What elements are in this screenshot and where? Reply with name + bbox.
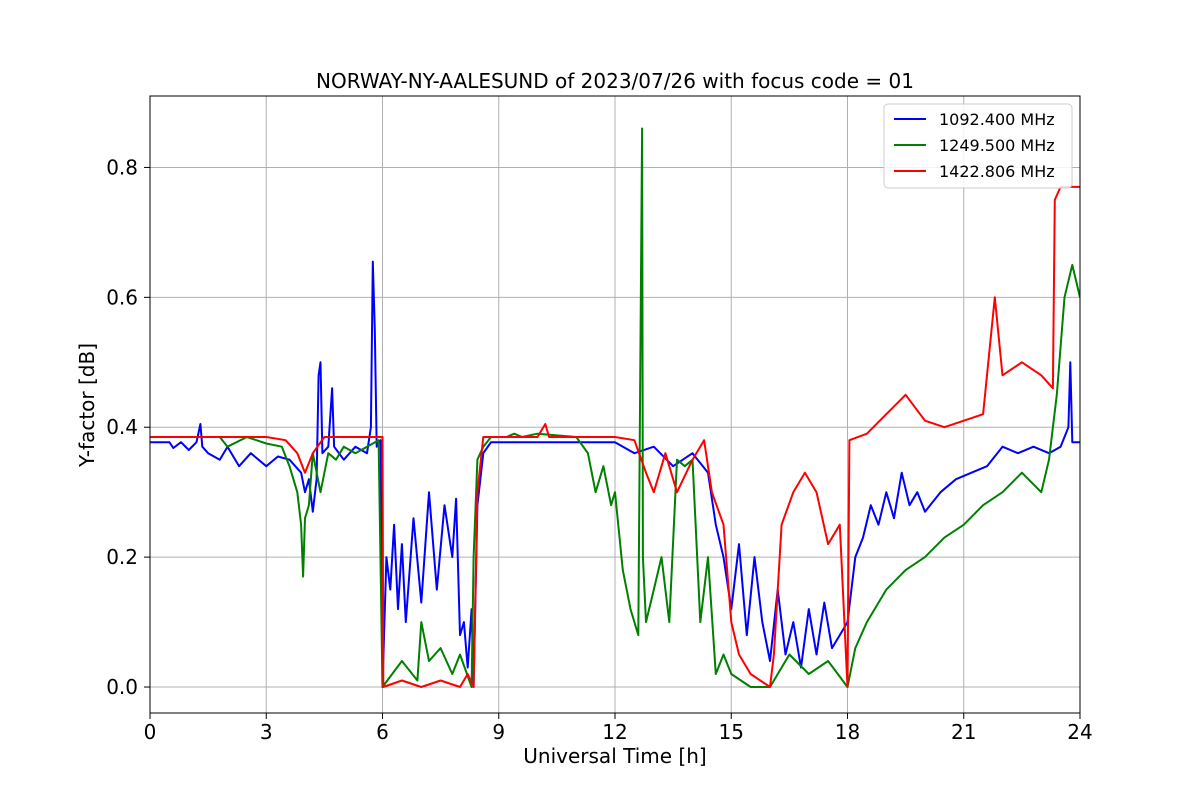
x-tick-label: 12	[602, 720, 627, 744]
y-tick-label: 0.6	[106, 285, 138, 309]
x-tick-label: 6	[376, 720, 389, 744]
x-tick-label: 9	[492, 720, 505, 744]
x-tick-label: 18	[835, 720, 860, 744]
plot-area	[150, 127, 1080, 688]
y-axis-label: Y-factor [dB]	[75, 343, 99, 468]
x-axis-label: Universal Time [h]	[523, 744, 706, 768]
y-axis: 0.0 0.2 0.4 0.6 0.8	[106, 155, 150, 699]
chart-title: NORWAY-NY-AALESUND of 2023/07/26 with fo…	[316, 69, 914, 93]
y-tick-label: 0.8	[106, 155, 138, 179]
legend-label: 1249.500 MHz	[939, 136, 1055, 155]
y-tick-label: 0.2	[106, 545, 138, 569]
legend-label: 1422.806 MHz	[939, 162, 1055, 181]
x-tick-label: 3	[260, 720, 273, 744]
x-tick-label: 15	[719, 720, 744, 744]
y-tick-label: 0.0	[106, 675, 138, 699]
legend-box	[883, 103, 1073, 189]
legend: 1092.400 MHz 1249.500 MHz 1422.806 MHz	[883, 103, 1073, 189]
x-tick-label: 24	[1067, 720, 1092, 744]
legend-label: 1092.400 MHz	[939, 110, 1055, 129]
x-tick-label: 0	[144, 720, 157, 744]
x-axis: 0 3 6 9 12 15 18 21 24	[144, 713, 1093, 744]
series-line-3	[150, 185, 1080, 688]
series-line-2	[219, 127, 1080, 688]
y-tick-label: 0.4	[106, 415, 138, 439]
x-tick-label: 21	[951, 720, 976, 744]
